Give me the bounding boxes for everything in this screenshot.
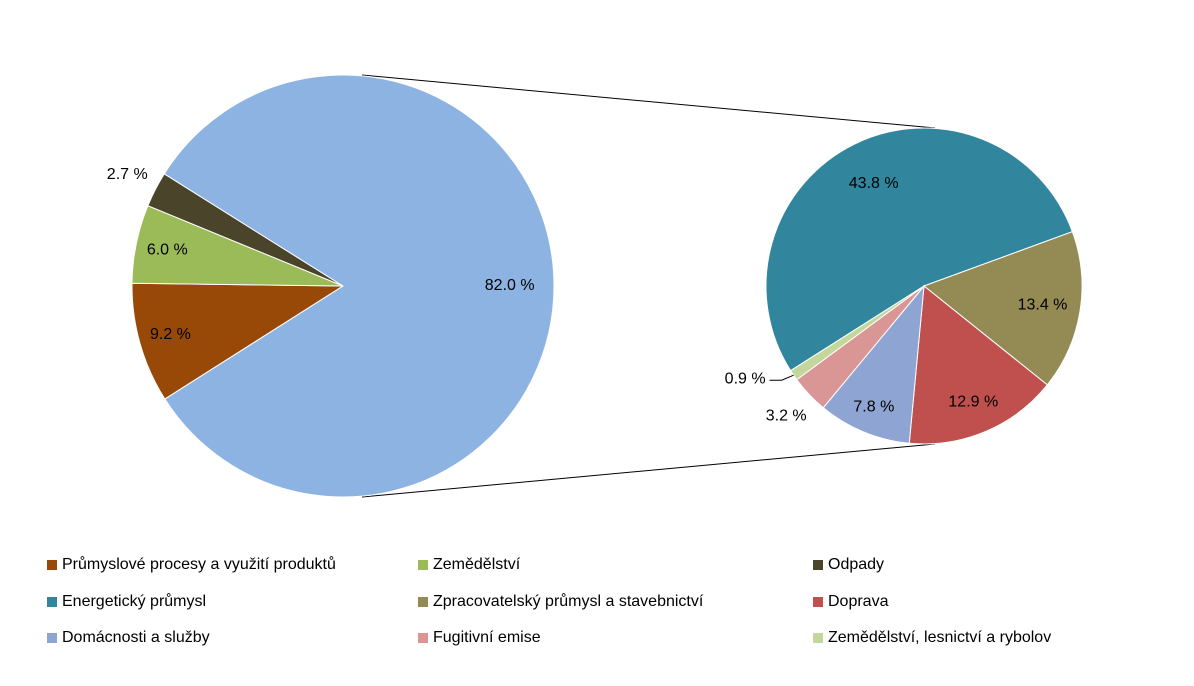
connector-line <box>361 74 936 129</box>
data-label: 3.2 % <box>766 407 807 424</box>
legend-swatch <box>418 560 428 570</box>
data-label: 43.8 % <box>849 175 899 192</box>
legend-label: Energetický průmysl <box>62 592 206 610</box>
data-label: 12.9 % <box>948 394 998 411</box>
legend-swatch <box>418 597 428 607</box>
leader-line <box>769 374 794 381</box>
legend-label: Doprava <box>828 593 889 610</box>
legend-label: Průmyslové procesy a využití produktů <box>62 555 336 573</box>
legend-label: Odpady <box>828 556 884 573</box>
data-label: 13.4 % <box>1018 297 1068 314</box>
pie-slice <box>922 231 1083 386</box>
pie-slice <box>131 282 345 400</box>
legend-swatch <box>47 597 57 607</box>
data-label: 7.8 % <box>853 398 894 415</box>
legend-swatch <box>813 633 823 643</box>
pie-slice <box>765 127 1074 372</box>
legend-swatch <box>418 633 428 643</box>
legend-label: Zemědělství, lesnictví a rybolov <box>828 629 1051 646</box>
legend-swatch <box>813 560 823 570</box>
data-label: 9.2 % <box>150 326 191 343</box>
pie-slice <box>163 74 555 498</box>
legend-label: Zemědělství <box>433 556 521 573</box>
legend-swatch <box>47 560 57 570</box>
connector-line <box>361 443 936 498</box>
legend-swatch <box>813 597 823 607</box>
data-label: 0.9 % <box>725 370 766 387</box>
legend-label: Domácnosti a služby <box>62 629 210 646</box>
legend-swatch <box>47 633 57 643</box>
data-label: 2.7 % <box>107 166 148 183</box>
data-label: 82.0 % <box>485 277 535 294</box>
legend-label: Zpracovatelský průmysl a stavebnictví <box>433 592 704 610</box>
pie-slice <box>908 285 1048 445</box>
data-label: 6.0 % <box>147 241 188 258</box>
legend-label: Fugitivní emise <box>433 629 541 646</box>
pie-slice <box>822 284 925 444</box>
